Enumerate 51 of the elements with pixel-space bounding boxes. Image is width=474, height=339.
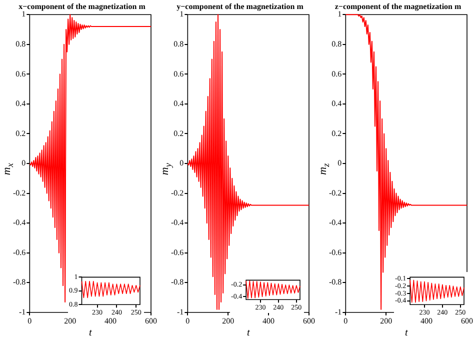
x-tick-label: 200 [64,316,76,326]
y-tick-label: -0.6 [328,248,342,257]
y-tick-label: 0 [22,158,26,168]
y-tick-label: 1 [180,10,184,19]
y-tick-label: 0.8 [174,39,184,48]
y-tick-label: 0.4 [174,99,184,108]
x-tick-label: 600 [303,316,315,326]
x-axis-title: t [88,328,92,339]
x-tick-label: 600 [145,316,157,326]
y-tick-label: -0.2 [328,188,342,198]
x-axis-title: t [404,328,408,339]
y-tick-label: -1 [334,307,342,316]
y-tick-label: -0.8 [170,278,184,287]
y-tick-label: -0.6 [12,248,26,257]
y-tick-label: 0.8 [16,39,26,48]
y-tick-label: 1 [338,10,342,19]
y-tick-label: -0.4 [170,218,184,228]
y-tick-label: -0.4 [328,218,342,228]
y-tick-label: 0.2 [332,128,342,138]
y-tick-label: 1 [22,10,26,19]
x-tick-label: 200 [222,316,234,326]
x-tick-label: 600 [461,316,473,326]
y-tick-label: 0.6 [16,69,26,78]
y-tick-label: -0.6 [170,248,184,257]
y-tick-label: -0.4 [12,218,26,228]
y-tick-label: 0 [180,158,184,168]
y-tick-label: 0.4 [332,99,342,108]
x-tick-label: 400 [104,316,117,326]
y-tick-label: 0 [338,158,342,168]
chart-title: y−component of the magnetization m [176,2,304,11]
y-tick-label: 0.2 [16,128,26,138]
x-tick-label: 0 [186,316,190,326]
x-tick-label: 200 [380,316,392,326]
chart-title: x−component of the magnetization m [18,2,146,11]
x-tick-label: 0 [28,316,32,326]
y-tick-label: -0.8 [328,278,342,287]
y-tick-label: 0.2 [174,128,184,138]
chart-title: z−component of the magnetization m [334,2,462,11]
y-tick-label: -0.2 [12,188,26,198]
x-tick-label: 400 [262,316,275,326]
y-tick-label: -1 [176,307,184,316]
y-tick-label: -0.8 [12,278,26,287]
y-tick-label: -1 [18,307,26,316]
x-tick-label: 0 [344,316,348,326]
y-tick-label: -0.2 [170,188,184,198]
y-tick-label: 0.4 [16,99,26,108]
x-axis-title: t [246,328,250,339]
y-tick-label: 0.8 [332,39,342,48]
y-tick-label: 0.6 [332,69,342,78]
x-tick-label: 400 [420,316,433,326]
y-tick-label: 0.6 [174,69,184,78]
